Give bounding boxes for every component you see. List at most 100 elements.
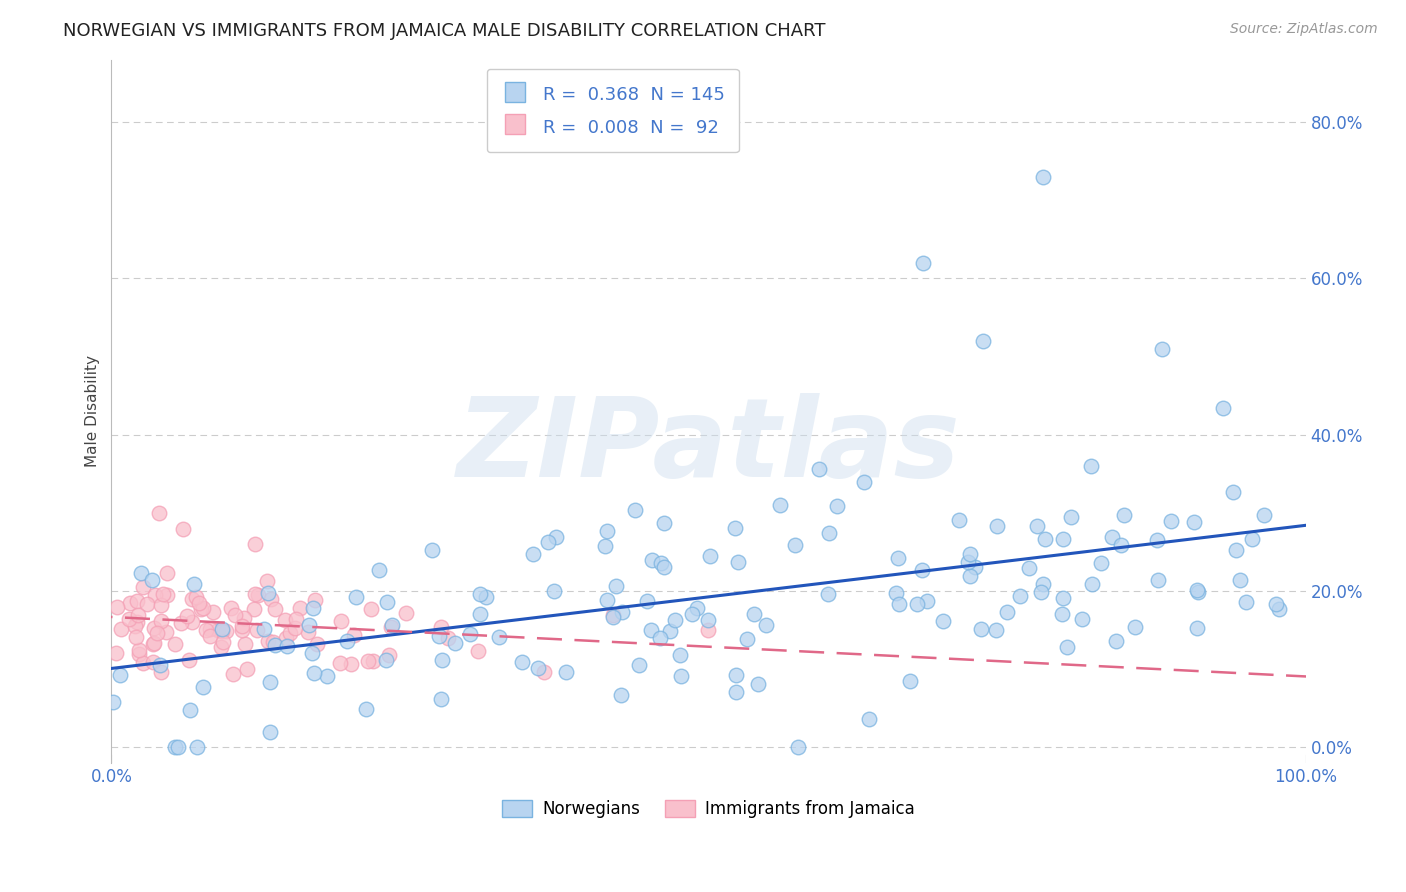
Point	[1253, 508, 1275, 523]
Point	[769, 498, 792, 512]
Point	[755, 618, 778, 632]
Point	[340, 657, 363, 671]
Point	[1052, 533, 1074, 547]
Point	[817, 525, 839, 540]
Point	[1052, 591, 1074, 605]
Point	[260, 591, 283, 606]
Point	[744, 607, 766, 621]
Point	[1264, 597, 1286, 611]
Point	[912, 256, 935, 270]
Point	[142, 656, 165, 670]
Point	[149, 614, 172, 628]
Point	[198, 622, 221, 636]
Point	[686, 600, 709, 615]
Point	[118, 596, 141, 610]
Point	[344, 590, 367, 604]
Point	[176, 608, 198, 623]
Point	[468, 607, 491, 622]
Point	[727, 555, 749, 569]
Point	[825, 499, 848, 513]
Point	[852, 475, 875, 489]
Point	[681, 607, 703, 621]
Point	[430, 620, 453, 634]
Point	[183, 577, 205, 591]
Point	[668, 648, 690, 663]
Point	[132, 656, 155, 670]
Point	[368, 563, 391, 577]
Point	[188, 596, 211, 610]
Point	[1185, 621, 1208, 635]
Point	[343, 628, 366, 642]
Point	[301, 646, 323, 660]
Point	[212, 634, 235, 648]
Point	[658, 624, 681, 639]
Point	[1152, 342, 1174, 356]
Point	[257, 633, 280, 648]
Point	[256, 574, 278, 588]
Point	[965, 560, 987, 574]
Point	[648, 632, 671, 646]
Point	[1025, 519, 1047, 533]
Point	[166, 740, 188, 755]
Point	[354, 702, 377, 716]
Point	[1032, 169, 1054, 184]
Point	[420, 543, 443, 558]
Point	[375, 653, 398, 667]
Point	[636, 594, 658, 608]
Point	[596, 592, 619, 607]
Point	[298, 618, 321, 632]
Point	[264, 602, 287, 616]
Point	[246, 623, 269, 637]
Point	[699, 549, 721, 563]
Point	[209, 640, 232, 654]
Point	[190, 602, 212, 616]
Text: ZIPatlas: ZIPatlas	[457, 393, 960, 500]
Point	[747, 677, 769, 691]
Point	[1212, 401, 1234, 415]
Point	[725, 668, 748, 682]
Point	[817, 587, 839, 601]
Point	[1008, 589, 1031, 603]
Point	[110, 622, 132, 636]
Point	[959, 547, 981, 561]
Point	[664, 613, 686, 627]
Point	[284, 622, 307, 636]
Point	[436, 631, 458, 645]
Point	[1229, 573, 1251, 587]
Point	[143, 621, 166, 635]
Point	[986, 519, 1008, 533]
Point	[136, 597, 159, 611]
Point	[467, 643, 489, 657]
Point	[302, 666, 325, 681]
Point	[143, 636, 166, 650]
Point	[148, 506, 170, 520]
Text: NORWEGIAN VS IMMIGRANTS FROM JAMAICA MALE DISABILITY CORRELATION CHART: NORWEGIAN VS IMMIGRANTS FROM JAMAICA MAL…	[63, 22, 825, 40]
Point	[150, 598, 173, 612]
Point	[215, 624, 238, 638]
Point	[886, 586, 908, 600]
Point	[537, 535, 560, 549]
Point	[1032, 576, 1054, 591]
Point	[1225, 543, 1247, 558]
Point	[191, 681, 214, 695]
Point	[1123, 620, 1146, 634]
Point	[522, 547, 544, 561]
Point	[243, 537, 266, 551]
Point	[302, 601, 325, 615]
Point	[222, 666, 245, 681]
Point	[211, 622, 233, 636]
Point	[128, 643, 150, 657]
Point	[329, 656, 352, 670]
Point	[887, 597, 910, 611]
Point	[641, 553, 664, 567]
Point	[207, 623, 229, 637]
Point	[596, 524, 619, 538]
Point	[184, 590, 207, 604]
Point	[605, 578, 627, 592]
Point	[1090, 556, 1112, 570]
Point	[181, 592, 204, 607]
Point	[915, 593, 938, 607]
Point	[986, 624, 1008, 638]
Point	[1052, 607, 1074, 622]
Point	[526, 661, 548, 675]
